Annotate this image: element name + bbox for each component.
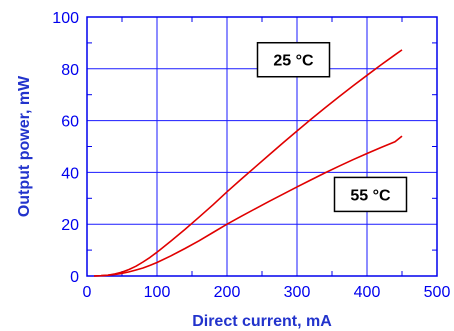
y-tick-label: 40 [61,165,79,182]
x-tick-label: 200 [214,284,241,301]
series-layer [93,49,403,277]
x-tick-label: 100 [144,284,171,301]
x-tick-label: 400 [354,284,381,301]
annotation-box-1 [256,41,331,78]
y-tick-label: 100 [52,10,79,27]
y-tick-label: 20 [61,217,79,234]
y-tick-label: 60 [61,114,79,131]
annotation-layer: 25 °C 55 °C [256,41,408,213]
plot-frame [86,16,438,277]
x-tick-label: 0 [83,284,92,301]
x-tick-label: 500 [424,284,451,301]
series-line-1 [93,49,403,277]
x-tick-label: 300 [284,284,311,301]
y-tick-label: 80 [61,62,79,79]
annotation-label-2: 55 °C [350,187,391,204]
y-axis-title: Output power, mW [16,75,33,217]
y-tick-label: 0 [70,269,79,286]
x-tick-labels: 0 100 200 300 400 500 [83,284,451,301]
annotation-box-2 [333,176,408,213]
series-line-2 [93,135,403,277]
y-tick-labels: 0 20 40 60 80 100 [52,10,79,286]
x-axis-title: Direct current, mA [192,313,332,330]
annotation-label-1: 25 °C [273,53,314,70]
